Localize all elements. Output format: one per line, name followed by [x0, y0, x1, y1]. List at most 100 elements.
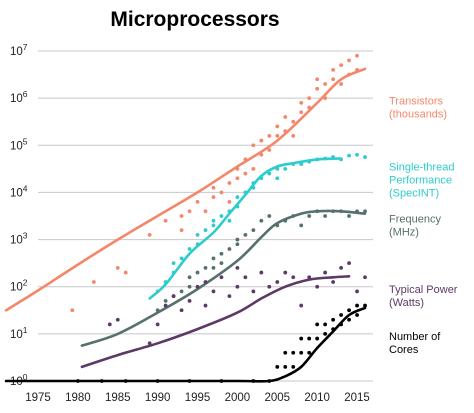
- legend-line: Performance: [389, 175, 452, 187]
- data-point: [355, 289, 359, 294]
- data-point: [195, 270, 200, 275]
- data-point: [243, 171, 248, 176]
- data-point: [315, 284, 320, 289]
- data-point: [155, 322, 160, 327]
- y-tick-label-4: 104: [10, 183, 28, 199]
- data-point: [315, 336, 320, 341]
- data-point: [283, 364, 288, 369]
- legend-line: (SpecINT): [389, 188, 439, 200]
- data-point: [203, 209, 208, 214]
- y-tick-exponent: 1: [23, 325, 28, 335]
- data-point: [339, 265, 343, 270]
- data-point: [259, 138, 264, 143]
- legend-line: Cores: [389, 344, 419, 356]
- data-point: [211, 195, 216, 200]
- data-point: [323, 322, 328, 327]
- x-axis-ticks: 1975 1980 1985 1990 1995 2000 2005 2010 2015: [25, 392, 370, 404]
- data-point: [211, 256, 216, 261]
- y-tick-exponent: 7: [23, 42, 28, 52]
- y-tick-label-1: 101: [10, 325, 28, 341]
- data-point: [251, 289, 256, 294]
- data-point: [203, 228, 208, 233]
- data-point: [323, 82, 328, 86]
- data-point: [299, 100, 304, 105]
- y-tick-exponent: 6: [23, 89, 28, 99]
- series-4: [4, 303, 367, 383]
- data-point: [179, 289, 184, 294]
- data-point: [291, 350, 296, 355]
- data-point: [147, 232, 152, 237]
- data-point: [347, 214, 351, 218]
- data-point: [291, 275, 296, 280]
- y-tick-base: 10: [10, 187, 23, 199]
- data-point: [323, 270, 328, 275]
- data-point: [227, 247, 232, 251]
- data-point: [187, 275, 192, 280]
- data-point: [347, 308, 351, 313]
- data-point: [203, 265, 208, 270]
- data-point: [267, 284, 272, 289]
- data-point: [251, 143, 256, 148]
- data-point: [187, 247, 192, 251]
- data-point: [179, 256, 184, 261]
- data-point: [307, 350, 312, 355]
- x-tick-label-3: 1990: [145, 392, 171, 404]
- data-point: [235, 176, 240, 181]
- data-point: [235, 242, 240, 247]
- data-point: [283, 350, 288, 355]
- data-point: [275, 124, 280, 129]
- legend-line: Number of: [389, 331, 441, 343]
- data-point: [187, 298, 192, 303]
- data-point: [163, 218, 168, 223]
- trend-line: [4, 67, 367, 312]
- gridlines: [38, 50, 373, 382]
- trend-line: [4, 306, 367, 383]
- data-point: [195, 232, 200, 237]
- data-point: [347, 261, 351, 266]
- legend-label-1: Single-thread Performance (SpecINT): [389, 162, 454, 200]
- series-0: [4, 53, 367, 313]
- data-point: [179, 228, 184, 233]
- data-point: [219, 190, 224, 195]
- y-tick-base: 10: [10, 93, 23, 105]
- data-point: [267, 133, 272, 138]
- data-point: [219, 261, 224, 266]
- chart-title: Microprocessors: [110, 8, 279, 31]
- data-point: [107, 322, 112, 327]
- x-tick-label-6: 2005: [264, 392, 290, 404]
- data-point: [307, 96, 312, 101]
- data-point: [211, 223, 216, 228]
- data-point: [171, 261, 176, 266]
- x-tick-label-4: 1995: [185, 392, 211, 404]
- data-point: [347, 317, 351, 322]
- data-point: [195, 199, 200, 204]
- data-point: [339, 63, 343, 68]
- data-point: [243, 232, 248, 237]
- data-point: [91, 280, 96, 284]
- trend-line: [80, 209, 367, 347]
- data-point: [219, 251, 224, 256]
- data-point: [251, 166, 256, 171]
- data-point: [275, 364, 280, 369]
- series-1: [148, 152, 367, 300]
- data-point: [211, 265, 216, 270]
- y-tick-base: 10: [10, 46, 23, 58]
- data-point: [171, 294, 176, 299]
- legend-label-4: Number of Cores: [389, 331, 441, 356]
- data-point: [291, 119, 296, 124]
- data-point: [283, 270, 288, 275]
- legend-line: (thousands): [389, 109, 447, 121]
- data-point: [283, 166, 288, 171]
- series-2: [80, 209, 367, 347]
- data-point: [315, 77, 320, 82]
- y-tick-base: 10: [10, 282, 23, 294]
- data-point: [211, 185, 216, 190]
- data-point: [235, 284, 240, 289]
- y-tick-label-3: 103: [10, 231, 28, 247]
- data-point: [331, 67, 336, 72]
- series-layer: [4, 53, 367, 383]
- trend-line: [80, 275, 351, 369]
- series-3: [80, 261, 367, 369]
- data-point: [347, 153, 351, 158]
